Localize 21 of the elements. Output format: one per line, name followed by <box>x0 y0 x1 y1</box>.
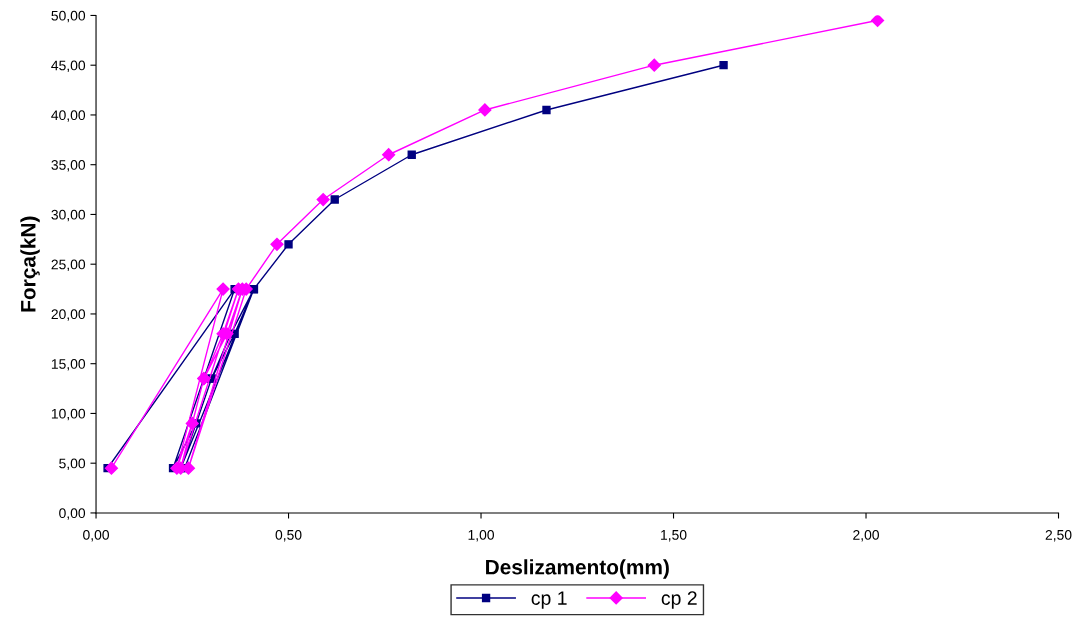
x-axis-title: Deslizamento(mm) <box>486 559 669 579</box>
legend-label: cp 1 <box>531 591 567 609</box>
y-tick-label: 0,00 <box>59 508 86 520</box>
y-tick-label: 15,00 <box>51 359 86 371</box>
y-tick-label: 45,00 <box>51 60 86 73</box>
x-tick-label: 0,00 <box>83 529 110 542</box>
y-tick-label: 30,00 <box>51 209 86 222</box>
x-tick-label: 2,50 <box>1045 529 1072 542</box>
y-tick-label: 20,00 <box>51 309 86 321</box>
y-tick-label: 10,00 <box>51 408 86 421</box>
x-tick-label: 1,00 <box>468 529 494 542</box>
y-tick-label: 25,00 <box>51 259 86 271</box>
legend-label: cp 2 <box>661 591 697 609</box>
y-tick-label: 35,00 <box>51 160 86 172</box>
y-axis-title: Força(kN) <box>20 216 40 312</box>
x-tick-label: 0,50 <box>275 529 302 542</box>
x-tick-label: 1,50 <box>661 529 687 542</box>
y-tick-label: 40,00 <box>51 110 86 122</box>
y-tick-label: 5,00 <box>59 458 86 470</box>
y-tick-label: 50,00 <box>51 10 86 23</box>
x-tick-label: 2,00 <box>853 529 879 542</box>
